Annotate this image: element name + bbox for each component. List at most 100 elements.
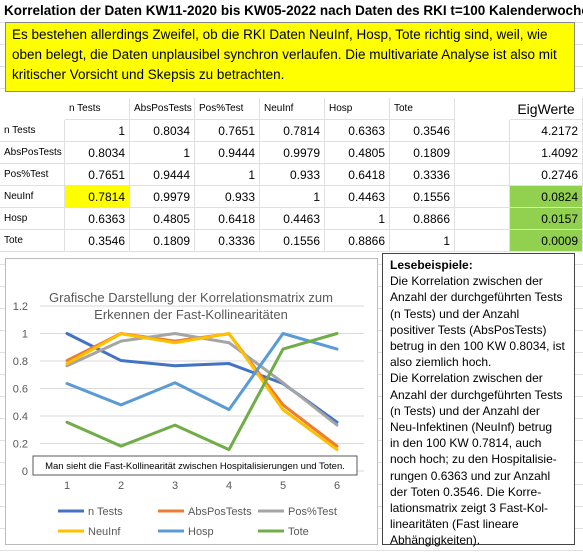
- cell-value: 0.933: [195, 186, 260, 208]
- legend-label: AbsPosTests: [188, 506, 252, 518]
- series-line: [65, 332, 339, 452]
- cell-value: 0.6418: [195, 208, 260, 230]
- cell-value: 0.1809: [390, 142, 455, 164]
- reading-heading: Lesebeispiele:: [390, 258, 473, 272]
- cell-value: 0.9444: [195, 142, 260, 164]
- series-line: [65, 332, 339, 427]
- series-line: [65, 332, 339, 452]
- reading-line: rungen 0.6363 und zur Anzahl: [390, 468, 551, 483]
- cell-value: 0.933: [260, 164, 325, 186]
- y-tick-label: 0: [22, 466, 28, 478]
- cell-value: 0.1809: [130, 230, 195, 252]
- empty-cell: [455, 230, 510, 252]
- reading-example: Lesebeispiele: Die Korrelation zwischen …: [382, 253, 575, 548]
- cell-value: 0.9444: [130, 164, 195, 186]
- column-header: NeuInf: [260, 98, 325, 120]
- cell-value: 0.9979: [260, 142, 325, 164]
- cell-value: 1: [325, 208, 390, 230]
- y-tick-label: 0.4: [13, 411, 28, 423]
- cell-value: 0.9979: [130, 186, 195, 208]
- cell-value: 0.8866: [390, 208, 455, 230]
- y-tick-label: 1.2: [13, 301, 28, 313]
- cell-value: 0.3546: [65, 230, 130, 252]
- cell-value: 0.6363: [325, 120, 390, 142]
- reading-line: (n Tests) und der Anzahl der: [390, 403, 540, 418]
- cell-value: 0.3336: [390, 164, 455, 186]
- column-header: n Tests: [65, 98, 130, 120]
- reading-line: der Toten 0.3546. Die Korre-: [390, 484, 542, 499]
- x-tick-label: 4: [226, 480, 232, 492]
- row-label: NeuInf: [0, 186, 65, 208]
- empty-cell: [455, 186, 510, 208]
- x-tick-label: 2: [118, 480, 124, 492]
- reading-line: (n Tests) und der Anzahl: [390, 306, 520, 321]
- reading-line: Die Korrelation zwischen der: [390, 371, 543, 386]
- cell-value: 0.4805: [325, 142, 390, 164]
- y-tick-label: 0.6: [13, 384, 28, 396]
- empty-cell: [455, 208, 510, 230]
- cell-value: 0.3546: [390, 120, 455, 142]
- annotation-box: [32, 455, 358, 476]
- chart-frame: Grafische Darstellung der Korrelationsma…: [5, 258, 378, 545]
- chart-title: Grafische Darstellung der Korrelationsma…: [49, 290, 333, 322]
- cell-value: 0.8866: [325, 230, 390, 252]
- cell-value: 0.8034: [65, 142, 130, 164]
- cell-value: 1: [260, 186, 325, 208]
- x-tick-label: 1: [64, 480, 70, 492]
- reading-line: positiver Tests (AbsPosTests): [390, 322, 547, 337]
- cell-value: 0.1556: [260, 230, 325, 252]
- y-tick-label: 0.2: [13, 439, 28, 451]
- eigen-value: 0.0009: [510, 230, 583, 252]
- row-label: Tote: [0, 230, 65, 252]
- eigen-value: 0.0157: [510, 208, 583, 230]
- empty-cell: [455, 164, 510, 186]
- cell-value: 0.6363: [65, 208, 130, 230]
- reading-line: Abhängigkeiten).: [390, 533, 481, 548]
- legend-label: Tote: [288, 526, 309, 538]
- column-header: AbsPosTests: [130, 98, 195, 120]
- reading-line: Neu-Infektinen (NeuInf) betrug: [390, 420, 553, 435]
- reading-line: betrug in den 100 KW 0.8034, ist: [390, 339, 565, 354]
- legend-label: n Tests: [88, 506, 123, 518]
- row-label: Hosp: [0, 208, 65, 230]
- y-tick-label: 0.8: [13, 356, 28, 368]
- cell-value: 1: [130, 142, 195, 164]
- empty-cell: [455, 142, 510, 164]
- legend-label: NeuInf: [88, 526, 121, 538]
- x-tick-label: 6: [334, 480, 340, 492]
- annotation: Man sieht die Fast-Kollinearität zwische…: [45, 461, 345, 472]
- series-line: [65, 332, 339, 448]
- row-label: Pos%Test: [0, 164, 65, 186]
- column-header: Tote: [390, 98, 455, 120]
- cell-value: 0.6418: [325, 164, 390, 186]
- eigen-value: 1.4092: [510, 142, 583, 164]
- column-header: Pos%Test: [195, 98, 260, 120]
- reading-line: noch hoch; zu den Hospitalisie-: [390, 452, 557, 467]
- eigen-value: 4.2172: [510, 120, 583, 142]
- empty-cell: [455, 120, 510, 142]
- reading-line: lationsmatrix zeigt 3 Fast-Kol-: [390, 501, 549, 516]
- notice-box: Es bestehen allerdings Zweifel, ob die R…: [5, 22, 575, 92]
- cell-value: 1: [65, 120, 130, 142]
- eigen-value: 0.2746: [510, 164, 583, 186]
- y-tick-label: 1: [22, 329, 28, 341]
- cell-value: 0.7814: [260, 120, 325, 142]
- legend-label: Hosp: [188, 526, 214, 538]
- cell-value: 0.7651: [65, 164, 130, 186]
- reading-line: Die Korrelation zwischen der: [390, 274, 543, 289]
- chart: 0 0.2 0.4 0.6 0.8 1 1.2 1 2 3 4 5 6 Man sieht die Fas…: [13, 301, 364, 538]
- cell-value: 0.3336: [195, 230, 260, 252]
- cell-value: 0.8034: [130, 120, 195, 142]
- x-tick-label: 3: [172, 480, 178, 492]
- sheet-title: Korrelation der Daten KW11-2020 bis KW05…: [0, 0, 583, 22]
- row-label: AbsPosTests: [0, 142, 65, 164]
- legend-label: Pos%Test: [288, 506, 337, 518]
- reading-line: Anzahl der durchgeführten Tests: [390, 290, 563, 305]
- cell-value: 1: [195, 164, 260, 186]
- row-label: n Tests: [0, 120, 65, 142]
- cell-value: 0.4805: [130, 208, 195, 230]
- column-header: Hosp: [325, 98, 390, 120]
- x-tick-label: 5: [280, 480, 286, 492]
- series-line: [65, 332, 339, 412]
